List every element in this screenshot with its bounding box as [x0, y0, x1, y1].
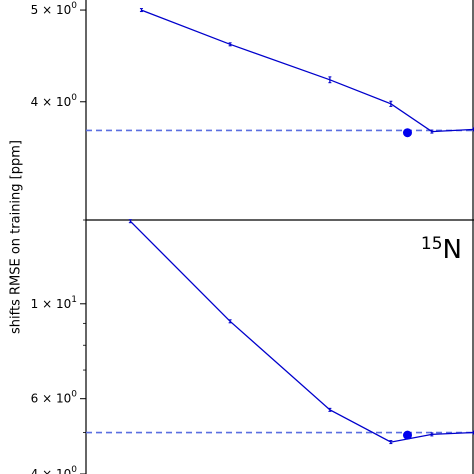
y-tick-label: 1 × 101	[31, 295, 77, 311]
y-tick-label: 5 × 100	[31, 1, 78, 17]
highlight-point	[402, 128, 412, 138]
series-line	[129, 220, 474, 443]
bottom-panel: 1 × 101 6 × 100 4 × 100 15N	[31, 219, 474, 474]
y-tick-label: 6 × 100	[31, 390, 78, 406]
y-tick-label: 4 × 100	[31, 465, 78, 474]
y-axis-label: shifts RMSE on training [ppm]	[9, 140, 24, 334]
highlight-point	[402, 430, 412, 440]
top-panel: 5 × 100 4 × 100	[31, 0, 474, 221]
panel-label: 15N	[421, 234, 462, 265]
series-line	[141, 9, 474, 133]
y-tick-label: 4 × 100	[31, 93, 78, 109]
